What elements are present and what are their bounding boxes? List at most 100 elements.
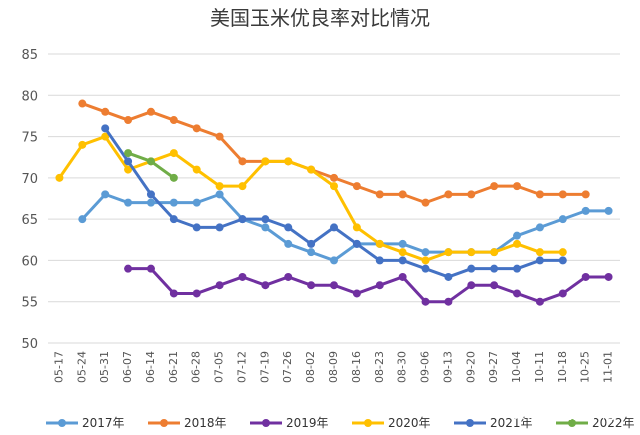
data-point [467,248,476,257]
data-point [124,165,133,174]
y-tick-label: 55 [21,296,38,311]
data-point [421,256,430,265]
x-tick-label: 11-01 [602,351,615,383]
y-tick-label: 50 [21,337,38,352]
data-point [215,281,224,290]
x-tick-label: 08-02 [304,351,317,383]
data-point [169,215,178,224]
data-point [581,272,590,281]
x-tick-label: 05-17 [52,351,65,383]
data-point [169,149,178,158]
legend-marker [160,419,168,427]
legend-marker [58,419,66,427]
data-point [215,132,224,141]
legend-marker [466,419,474,427]
chart-title: 美国玉米优良率对比情况 [210,6,430,30]
data-point [558,256,567,265]
x-tick-label: 06-28 [190,351,203,383]
data-point [513,264,522,273]
x-tick-label: 06-07 [121,351,134,383]
x-tick-label: 06-21 [167,351,180,383]
data-point [192,124,201,133]
y-tick-label: 65 [21,213,38,228]
y-tick-label: 85 [21,48,38,63]
data-point [192,223,201,232]
data-point [513,182,522,191]
data-point [284,223,293,232]
legend-item: 2022年 [556,416,635,430]
data-point [192,165,201,174]
legend-label: 2022年 [592,416,635,430]
data-point [307,248,316,257]
data-point [352,182,361,191]
data-point [375,281,384,290]
legend-label: 2018年 [184,416,227,430]
data-point [261,215,270,224]
series-2 [78,99,590,207]
data-point [581,190,590,199]
x-tick-label: 07-19 [258,351,271,383]
data-point [421,198,430,207]
legend-label: 2017年 [82,416,125,430]
x-axis-ticks: 05-17 05-24 05-31 06-07 06-14 06-21 06-28 07-05… [52,351,614,383]
data-point [124,149,133,158]
data-point [146,107,155,116]
data-point [169,173,178,182]
legend: 2017年 2018年 2019年 2020年 2021年 2022年 [46,416,635,430]
data-point [513,231,522,240]
x-tick-label: 07-12 [235,351,248,383]
data-point [604,272,613,281]
data-point [146,198,155,207]
data-point [215,190,224,199]
data-point [330,223,338,232]
data-point [375,239,384,248]
data-point [490,281,499,290]
x-tick-label: 06-14 [144,351,157,383]
x-tick-label: 09-06 [419,351,432,383]
data-point [261,281,270,290]
data-point [146,157,155,166]
data-point [421,248,430,257]
data-point [307,165,316,174]
legend-item: 2017年 [46,416,125,430]
data-point [558,289,567,298]
data-point [490,248,499,257]
watermark: 头条 @期货小褚 [512,406,614,423]
x-tick-label: 05-31 [98,351,111,383]
data-point [375,256,384,265]
data-point [124,198,133,207]
data-point [467,190,476,199]
data-point [307,239,316,248]
data-point [558,190,567,199]
legend-item: 2021年 [454,416,533,430]
data-point [169,289,178,298]
y-axis-ticks: 50 55 60 65 70 75 80 85 [21,48,38,352]
data-point [215,223,224,232]
data-point [398,272,407,281]
x-tick-label: 10-11 [533,351,546,383]
data-point [513,239,522,248]
data-point [398,190,407,199]
data-point [101,190,110,199]
data-point [490,264,499,273]
data-point [146,264,155,273]
data-point [352,223,361,232]
data-point [307,281,316,290]
data-point [444,297,453,306]
data-point [124,157,133,166]
data-point [284,272,293,281]
data-point [78,215,87,224]
legend-label: 2021年 [490,416,533,430]
x-tick-label: 10-18 [556,351,569,383]
data-point [55,173,64,182]
legend-marker [568,419,576,427]
x-tick-label: 08-23 [373,351,386,383]
data-point [398,256,407,265]
data-point [78,140,87,149]
legend-item: 2018年 [148,416,227,430]
data-point [398,248,407,257]
data-point [421,264,430,273]
series-line [128,267,609,304]
x-tick-label: 09-20 [464,351,477,383]
legend-marker [262,419,270,427]
